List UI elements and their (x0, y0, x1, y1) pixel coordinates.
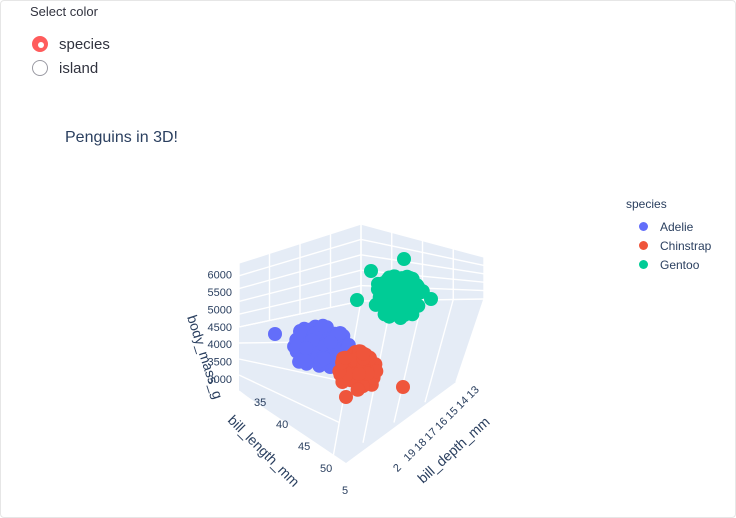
x-tick-label: 5 (342, 485, 348, 497)
data-point (364, 264, 378, 278)
data-markers (268, 252, 438, 404)
data-point (396, 380, 410, 394)
grid-line (238, 358, 347, 383)
data-point (391, 282, 406, 297)
radio-option-island[interactable]: island (32, 56, 110, 80)
series-gentoo-markers (350, 252, 438, 325)
data-point (317, 351, 332, 366)
data-point (409, 285, 424, 300)
radio-selected-icon[interactable] (32, 36, 48, 52)
legend-marker-icon (639, 260, 648, 269)
data-point (424, 292, 438, 306)
data-point (403, 271, 417, 285)
radio-label-species: species (59, 35, 110, 53)
x-tick-label: 45 (298, 441, 310, 453)
data-point (371, 279, 386, 294)
scene-grid (238, 223, 485, 464)
data-point (268, 327, 282, 341)
legend: species Adelie Chinstrap Gentoo (626, 197, 711, 274)
grid-line (455, 298, 485, 383)
grid-line (238, 374, 340, 424)
z-tick-label: 6000 (208, 270, 232, 282)
legend-title: species (626, 197, 667, 211)
radio-option-species[interactable]: species (32, 32, 110, 56)
z-tick-label: 3500 (208, 357, 232, 369)
grid-line (393, 299, 424, 423)
legend-label: Chinstrap (660, 238, 712, 253)
z-tick-label: 4500 (208, 322, 232, 334)
data-point (382, 270, 397, 285)
legend-item-gentoo[interactable]: Gentoo (626, 255, 711, 274)
radio-group-label: Select color (30, 4, 98, 19)
data-point (356, 346, 371, 361)
legend-label: Adelie (660, 219, 694, 234)
data-point (393, 311, 408, 325)
legend-item-adelie[interactable]: Adelie (626, 217, 711, 236)
data-point (293, 324, 308, 339)
z-tick-label: 3000 (208, 374, 232, 386)
data-point (352, 366, 366, 381)
x-tick-label: 50 (320, 463, 332, 475)
color-radio-group[interactable]: species island (32, 32, 110, 80)
legend-marker-icon (639, 241, 648, 250)
chart-title: Penguins in 3D! (65, 129, 178, 146)
y-tick-label: 13 (465, 384, 482, 401)
data-point (350, 382, 365, 397)
z-tick-label: 5000 (208, 304, 232, 316)
data-point (297, 353, 312, 368)
z-tick-label: 4000 (208, 339, 232, 351)
axis-ticks: 3000350040004500500055006000354045505131… (208, 270, 482, 497)
series-chinstrap-markers (332, 344, 410, 404)
legend-item-chinstrap[interactable]: Chinstrap (626, 236, 711, 255)
data-point (350, 293, 364, 307)
data-point (323, 335, 338, 350)
data-point (397, 252, 411, 266)
grid-line (424, 299, 454, 403)
x-tick-label: 35 (254, 397, 266, 409)
x-tick-label: 40 (276, 419, 288, 431)
radio-label-island: island (59, 59, 99, 77)
data-point (339, 390, 353, 404)
grid-line (238, 300, 362, 328)
data-point (315, 318, 330, 333)
z-tick-label: 5500 (208, 287, 232, 299)
data-point (338, 350, 353, 365)
legend-label: Gentoo (660, 257, 700, 272)
grid-line (238, 390, 333, 464)
data-point (299, 341, 314, 356)
y-axis-title: bill_depth_mm (414, 413, 492, 486)
radio-unselected-icon[interactable] (32, 60, 48, 76)
y-tick-label: 2 (391, 462, 404, 475)
legend-marker-icon (639, 222, 648, 231)
data-point (380, 306, 395, 321)
